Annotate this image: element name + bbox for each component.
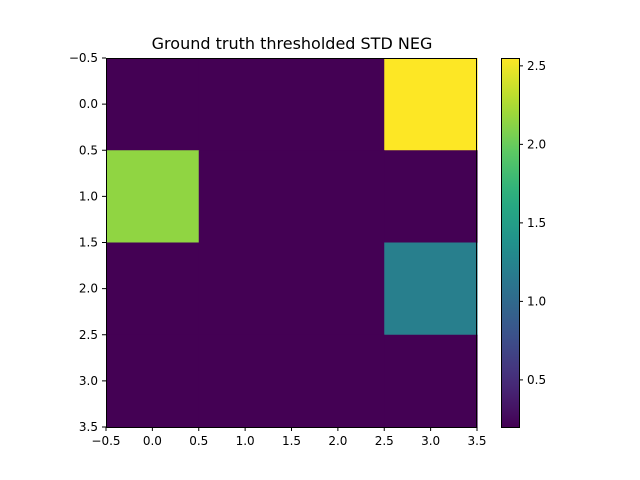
x-tick-label: 3.5 bbox=[467, 434, 486, 448]
y-tick-label: 2.0 bbox=[79, 282, 98, 296]
heatmap-cell bbox=[198, 242, 293, 336]
x-tick-label: 2.5 bbox=[375, 434, 394, 448]
y-tick-label: 2.5 bbox=[79, 328, 98, 342]
y-tick-label: 0.0 bbox=[79, 97, 98, 111]
colorbar-tick-label: 2.5 bbox=[527, 59, 546, 73]
colorbar-tick-label: 1.0 bbox=[527, 294, 546, 308]
x-tick-label: 1.5 bbox=[282, 434, 301, 448]
x-tick-label: 0.0 bbox=[143, 434, 162, 448]
y-tick-label: 0.5 bbox=[79, 143, 98, 157]
heatmap-cell bbox=[198, 334, 293, 428]
x-tick-label: 3.0 bbox=[421, 434, 440, 448]
colorbar-axis: 0.5 1.0 1.5 2.0 2.5 bbox=[519, 59, 546, 387]
colorbar bbox=[501, 58, 519, 427]
heatmap-cell bbox=[106, 334, 200, 428]
heatmap-cell bbox=[384, 150, 478, 244]
heatmap-cell bbox=[198, 150, 293, 244]
heatmap-cell bbox=[384, 58, 478, 151]
x-tick-label: 2.0 bbox=[328, 434, 347, 448]
heatmap-cell bbox=[106, 58, 200, 151]
x-tick-label: 1.0 bbox=[236, 434, 255, 448]
heatmap-cell bbox=[106, 150, 200, 244]
heatmap-cell bbox=[291, 58, 385, 151]
x-tick-label: −0.5 bbox=[91, 434, 120, 448]
colorbar-tick-label: 1.5 bbox=[527, 216, 546, 230]
y-axis: −0.5 0.0 0.5 1.0 1.5 2.0 2.5 3.0 3.5 bbox=[69, 51, 106, 434]
colorbar-tick-label: 2.0 bbox=[527, 137, 546, 151]
heatmap-cell bbox=[291, 334, 385, 428]
heatmap-cell bbox=[198, 58, 293, 151]
chart-title: Ground truth thresholded STD NEG bbox=[152, 34, 433, 53]
x-axis: −0.5 0.0 0.5 1.0 1.5 2.0 2.5 3.0 3.5 bbox=[91, 427, 487, 448]
colorbar-tick-label: 0.5 bbox=[527, 373, 546, 387]
heatmap-cell bbox=[384, 242, 478, 336]
y-tick-label: 1.5 bbox=[79, 236, 98, 250]
heatmap-cells bbox=[106, 58, 478, 428]
y-tick-label: 3.5 bbox=[79, 420, 98, 434]
colorbar-frame bbox=[501, 58, 520, 428]
y-tick-label: 3.0 bbox=[79, 374, 98, 388]
heatmap-cell bbox=[291, 150, 385, 244]
y-tick-label: 1.0 bbox=[79, 189, 98, 203]
heatmap-cell bbox=[384, 334, 478, 428]
x-tick-label: 0.5 bbox=[189, 434, 208, 448]
heatmap-cell bbox=[291, 242, 385, 336]
heatmap-cell bbox=[106, 242, 200, 336]
y-tick-label: −0.5 bbox=[69, 51, 98, 65]
